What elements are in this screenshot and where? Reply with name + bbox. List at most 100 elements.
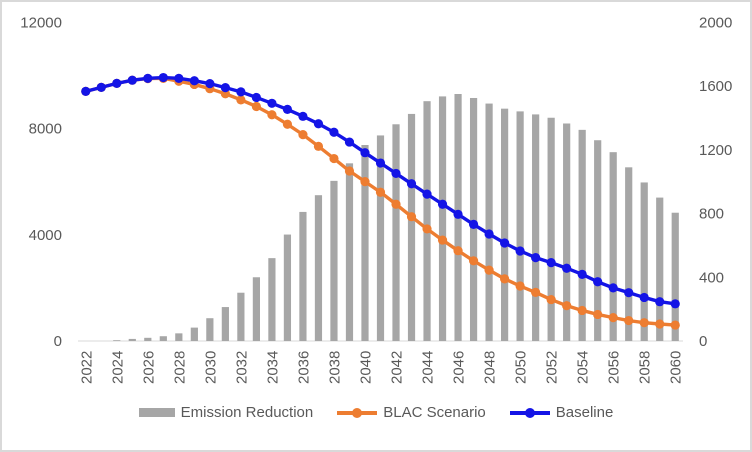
data-point-marker-blac-scenario: [639, 318, 649, 328]
data-point-marker-blac-scenario: [437, 235, 448, 245]
x-axis-tick-label: 2036: [295, 351, 312, 384]
y-axis-left-tick-label: 8000: [29, 121, 62, 138]
data-point-marker-baseline: [406, 179, 417, 189]
data-point-marker-blac-scenario: [500, 274, 510, 284]
bar-emission-reduction: [563, 123, 571, 342]
legend-label-blac-scenario: BLAC Scenario: [383, 404, 486, 421]
data-point-marker-baseline: [562, 263, 572, 273]
data-point-marker-baseline: [453, 209, 463, 219]
data-point-marker-baseline: [546, 258, 556, 268]
x-axis-tick-label: 2034: [264, 351, 281, 384]
bar-emission-reduction: [532, 114, 540, 341]
legend-item-baseline: Baseline: [509, 404, 613, 421]
data-point-marker-baseline: [329, 127, 339, 137]
data-point-marker-baseline: [639, 292, 649, 303]
bar-emission-reduction: [594, 140, 602, 341]
data-point-marker-baseline: [220, 83, 230, 93]
y-axis-right-tick-label: 1600: [699, 78, 732, 95]
bar-swatch-icon: [138, 408, 175, 417]
data-point-marker-baseline: [96, 82, 106, 92]
bar-emission-reduction: [314, 195, 323, 341]
legend-item-blac-scenario: BLAC Scenario: [337, 404, 486, 421]
data-point-marker-blac-scenario: [577, 305, 587, 316]
x-axis-tick-label: 2048: [482, 351, 499, 384]
bar-emission-reduction: [221, 307, 229, 341]
x-axis-tick-label: 2024: [109, 351, 126, 384]
legend-item-emission-reduction: Emission Reduction: [138, 404, 314, 421]
data-point-marker-baseline: [391, 168, 401, 179]
data-point-marker-baseline: [670, 299, 680, 309]
data-point-marker-baseline: [158, 72, 168, 83]
data-point-marker-baseline: [174, 73, 184, 83]
bar-emission-reduction: [438, 96, 447, 341]
data-point-marker-baseline: [298, 111, 308, 121]
x-axis-tick-label: 2052: [544, 351, 561, 384]
bar-emission-reduction: [625, 167, 633, 341]
bar-emission-reduction: [299, 211, 307, 341]
data-point-marker-blac-scenario: [282, 119, 293, 129]
data-point-marker-baseline: [251, 92, 261, 103]
bar-emission-reduction: [392, 124, 400, 341]
bar-emission-reduction: [268, 258, 276, 341]
x-axis-tick-label: 2030: [202, 351, 219, 384]
x-axis-tick-label: 2022: [78, 351, 95, 384]
y-axis-right-tick-label: 2000: [699, 14, 732, 31]
data-point-marker-blac-scenario: [298, 130, 308, 140]
data-point-marker-baseline: [282, 104, 293, 115]
bar-emission-reduction: [547, 117, 555, 342]
data-point-marker-blac-scenario: [267, 110, 277, 120]
bar-emission-reduction: [671, 212, 679, 341]
bar-emission-reduction: [501, 108, 509, 342]
x-axis-tick-label: 2042: [389, 351, 406, 384]
x-axis-tick-label: 2058: [637, 351, 654, 384]
data-point-marker-baseline: [375, 158, 386, 168]
line-marker-swatch-icon: [509, 407, 550, 418]
bar-emission-reduction: [190, 327, 198, 341]
bar-emission-reduction: [175, 333, 183, 341]
data-point-marker-blac-scenario: [655, 319, 665, 329]
data-point-marker-baseline: [468, 219, 479, 230]
data-point-marker-blac-scenario: [344, 166, 355, 176]
data-point-marker-blac-scenario: [562, 301, 572, 311]
data-point-marker-baseline: [236, 87, 246, 97]
bar-emission-reduction: [206, 318, 214, 341]
data-point-marker-blac-scenario: [313, 141, 324, 151]
data-point-marker-baseline: [577, 269, 587, 279]
data-point-marker-blac-scenario: [360, 177, 370, 187]
data-point-marker-blac-scenario: [236, 95, 246, 105]
data-point-marker-baseline: [143, 73, 153, 83]
data-point-marker-blac-scenario: [375, 187, 386, 197]
bar-emission-reduction: [144, 337, 152, 341]
x-axis-tick-label: 2054: [575, 351, 592, 384]
bar-emission-reduction: [423, 101, 431, 341]
bar-emission-reduction: [407, 113, 416, 342]
bar-emission-reduction: [283, 234, 292, 341]
data-point-marker-baseline: [422, 189, 432, 199]
bar-emission-reduction: [237, 292, 245, 341]
bar-emission-reduction: [609, 152, 617, 341]
data-point-marker-baseline: [189, 76, 199, 86]
data-point-marker-blac-scenario: [593, 309, 603, 320]
x-axis-tick-label: 2038: [326, 351, 343, 384]
data-point-marker-baseline: [127, 75, 137, 85]
x-axis-tick-label: 2050: [513, 351, 530, 384]
chart-legend: Emission Reduction BLAC Scenario Baselin…: [0, 404, 752, 421]
data-point-marker-baseline: [344, 137, 355, 147]
data-point-marker-blac-scenario: [546, 294, 556, 305]
y-axis-left-tick-label: 0: [54, 333, 62, 350]
bar-emission-reduction: [578, 129, 586, 341]
data-point-marker-blac-scenario: [468, 256, 479, 266]
x-axis-tick-label: 2056: [606, 351, 623, 384]
data-point-marker-blac-scenario: [251, 101, 261, 112]
legend-label-emission-reduction: Emission Reduction: [180, 404, 314, 421]
bar-emission-reduction: [485, 103, 493, 341]
data-point-marker-baseline: [655, 297, 665, 307]
data-point-marker-baseline: [112, 78, 122, 88]
data-point-marker-baseline: [515, 246, 525, 256]
y-axis-right-tick-label: 800: [699, 206, 724, 223]
data-point-marker-baseline: [437, 199, 448, 209]
data-point-marker-blac-scenario: [531, 287, 541, 297]
y-axis-right-tick-label: 1200: [699, 142, 732, 159]
y-axis-left-tick-label: 12000: [20, 14, 62, 31]
